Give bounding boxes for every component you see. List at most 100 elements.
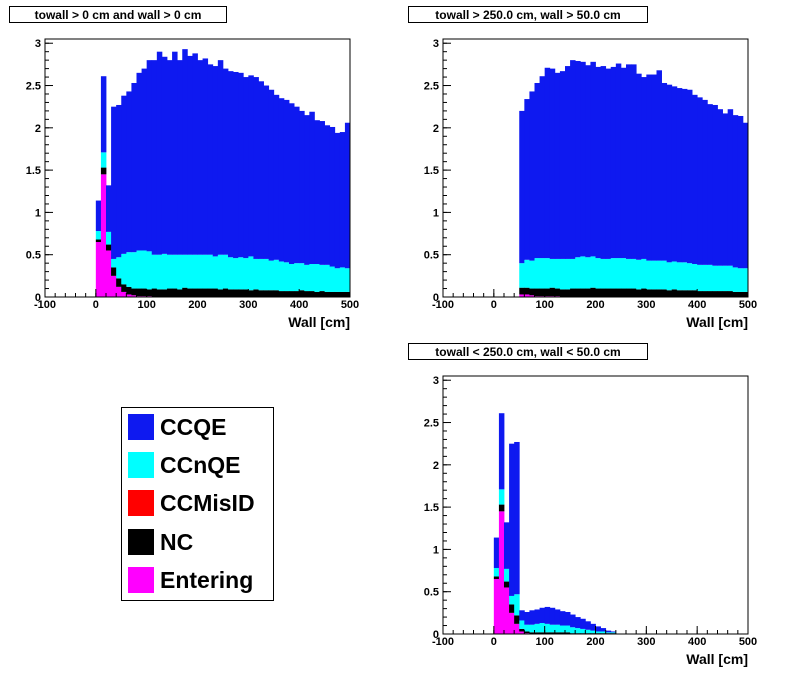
bar-ccqe-1-20 [192, 53, 198, 255]
bar-ccnqe-1-48 [334, 268, 341, 292]
bar-nc-1-14 [161, 289, 168, 297]
bar-ccqe-1-24 [212, 66, 219, 257]
bar-nc-2-9 [565, 289, 571, 297]
bar-ccqe-1-16 [172, 51, 178, 255]
bar-entering-3-5 [514, 623, 520, 634]
bar-ccqe-2-31 [676, 88, 683, 263]
bar-ccqe-1-48 [334, 132, 341, 269]
bar-ccnqe-1-30 [243, 258, 249, 290]
bar-nc-1-22 [202, 288, 209, 297]
bar-ccqe-2-12 [580, 61, 586, 257]
bar-ccnqe-2-7 [554, 258, 561, 289]
bar-ccqe-2-35 [697, 97, 703, 265]
bar-ccnqe-1-38 [283, 262, 290, 292]
bar-ccnqe-2-23 [636, 259, 642, 290]
legend-label-ccqe: CCQE [160, 413, 227, 440]
bar-ccqe-2-3 [534, 82, 540, 259]
bar-nc-2-39 [717, 291, 723, 297]
bar-nc-2-23 [636, 289, 642, 297]
bar-ccqe-1-47 [329, 126, 336, 267]
bar-ccqe-3-8 [529, 610, 535, 625]
bar-ccnqe-1-35 [268, 260, 275, 291]
legend-swatch-ccmisid [128, 490, 154, 516]
bar-ccnqe-2-37 [707, 264, 713, 292]
bar-ccqe-2-30 [671, 86, 678, 262]
bar-ccnqe-1-10 [141, 250, 148, 289]
bar-nc-1-33 [258, 290, 264, 297]
bar-ccnqe-2-11 [575, 257, 581, 289]
bar-ccnqe-3-24 [610, 632, 617, 634]
bar-nc-3-11 [544, 632, 551, 634]
bar-ccqe-2-8 [559, 71, 566, 259]
bar-nc-1-20 [192, 288, 198, 297]
bar-ccnqe-1-9 [136, 250, 142, 289]
bar-ccnqe-2-44 [742, 268, 749, 292]
bar-nc-2-37 [707, 291, 713, 297]
bar-ccqe-2-7 [554, 72, 561, 259]
bar-ccnqe-3-17 [575, 628, 581, 634]
bar-ccqe-1-44 [314, 120, 320, 265]
plot-frame-3 [442, 375, 749, 635]
bar-nc-2-6 [549, 287, 556, 297]
bar-nc-2-22 [631, 288, 637, 297]
bar-ccnqe-2-28 [661, 260, 668, 290]
bar-ccqe-3-24 [610, 631, 617, 633]
bar-ccqe-1-49 [339, 132, 346, 268]
bar-ccnqe-1-4 [111, 258, 117, 268]
x-tick-label-2-4: 300 [637, 299, 655, 311]
bar-nc-1-47 [329, 291, 336, 297]
bar-nc-1-21 [197, 288, 203, 297]
bar-ccqe-1-22 [202, 58, 209, 255]
bar-entering-1-1 [95, 242, 102, 297]
bar-entering-3-3 [504, 587, 510, 634]
bar-ccnqe-2-22 [631, 258, 637, 289]
legend-item-entering: Entering [128, 566, 253, 594]
bar-ccnqe-1-45 [319, 264, 325, 292]
bar-ccqe-2-38 [712, 104, 718, 266]
bar-ccnqe-1-1 [95, 231, 102, 240]
bar-nc-2-11 [575, 288, 581, 297]
bar-ccqe-3-7 [524, 612, 530, 625]
bar-ccqe-1-36 [273, 94, 280, 260]
bar-entering-3-6 [519, 631, 525, 634]
bar-ccqe-1-40 [294, 106, 300, 264]
bar-ccqe-1-42 [304, 115, 310, 265]
bar-ccqe-1-34 [263, 85, 270, 259]
bar-ccnqe-1-44 [314, 264, 320, 292]
bar-nc-3-2 [498, 504, 505, 512]
bar-ccqe-1-38 [283, 99, 290, 263]
bar-ccnqe-2-35 [697, 264, 703, 292]
bar-nc-3-4 [509, 604, 515, 613]
legend-item-ccmisid: CCMisID [128, 489, 255, 517]
bar-ccqe-1-37 [278, 98, 285, 262]
bar-ccnqe-3-12 [549, 624, 556, 633]
bar-nc-2-4 [539, 288, 546, 297]
bar-ccqe-3-22 [600, 628, 607, 632]
bar-nc-1-7 [126, 286, 132, 295]
bar-ccqe-1-3 [106, 185, 112, 232]
bar-nc-2-35 [697, 291, 703, 297]
bar-nc-1-48 [334, 291, 341, 297]
bar-nc-1-50 [344, 291, 351, 297]
bar-ccqe-3-4 [509, 443, 515, 596]
bar-ccqe-1-28 [233, 71, 239, 259]
x-tick-label-3-0: -100 [432, 636, 454, 648]
bar-ccqe-2-25 [646, 74, 652, 261]
legend-label-nc: NC [160, 528, 194, 555]
bar-ccqe-2-42 [732, 115, 739, 268]
bar-ccqe-3-18 [580, 618, 586, 629]
plot-title-3: towall < 250.0 cm, wall < 50.0 cm [408, 343, 648, 360]
legend-label-ccnqe: CCnQE [160, 451, 241, 478]
bar-entering-2-0 [519, 294, 525, 297]
bar-ccnqe-1-8 [131, 252, 137, 289]
bar-nc-1-34 [263, 290, 270, 297]
bar-ccqe-1-10 [141, 68, 148, 251]
bar-nc-2-12 [580, 288, 586, 297]
bar-ccnqe-2-42 [732, 267, 739, 292]
bar-ccqe-1-11 [146, 60, 153, 252]
bar-ccnqe-1-7 [126, 252, 132, 287]
bar-nc-2-17 [605, 288, 612, 297]
bar-nc-2-13 [585, 288, 591, 297]
y-tick-label-1-4: 2 [35, 123, 41, 135]
x-tick-label-1-1: 0 [93, 299, 99, 311]
